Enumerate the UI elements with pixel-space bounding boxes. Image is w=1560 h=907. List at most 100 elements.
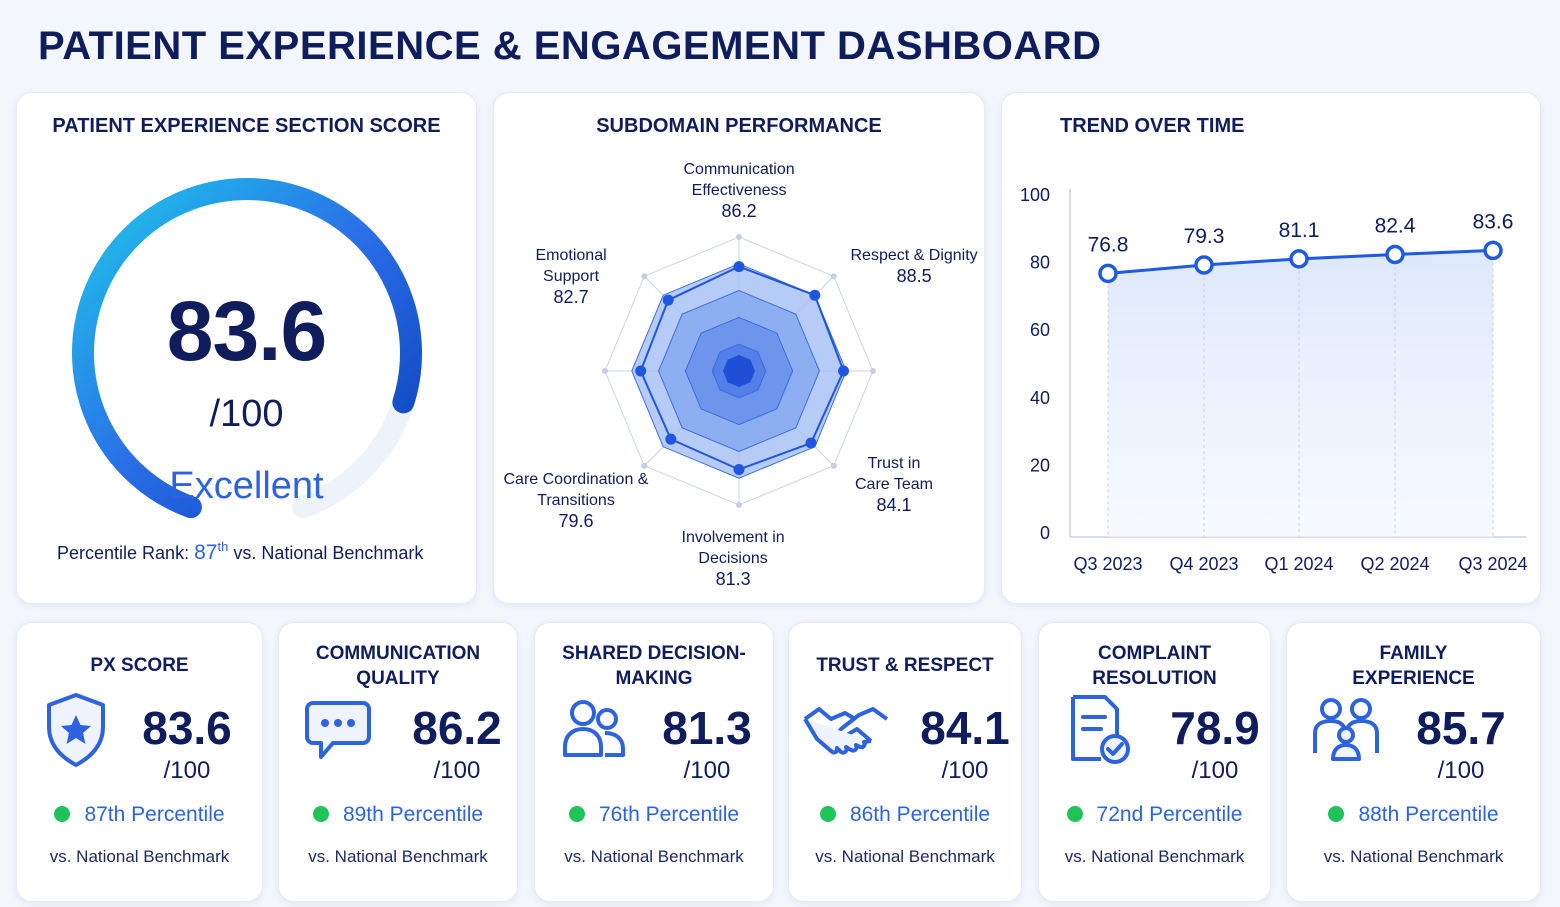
kpi-title: COMMUNICATION QUALITY [315, 643, 481, 689]
status-dot-icon [819, 806, 836, 822]
kpi-card-family-experience: FAMILY EXPERIENCE 85.7/100 88th Percentile v… [1286, 622, 1541, 902]
trend-y-tick-label: 100 [1020, 185, 1050, 205]
trend-point [1098, 263, 1118, 284]
kpi-percentile: 72nd Percentile [1039, 803, 1270, 827]
kpi-card-shared-decision-making: SHARED DECISION- MAKING 81.3/100 76th Perce… [534, 622, 774, 902]
score-gauge [72, 178, 422, 519]
section-score-value: 83.6 [166, 284, 328, 378]
radar-spoke-end [602, 368, 608, 374]
trend-point [1483, 240, 1503, 261]
radar-spoke-end [870, 368, 876, 374]
radar-value-label: 86.2 [721, 201, 757, 221]
page-title: PATIENT EXPERIENCE & ENGAGEMENT DASHBOAR… [38, 24, 1102, 68]
trend-y-tick-label: 20 [1030, 455, 1050, 475]
shield-star-icon [41, 689, 111, 769]
radar-data-point [662, 294, 674, 306]
kpi-title: COMPLAINT RESOLUTION [1092, 643, 1217, 689]
trend-card: TREND OVER TIME 0 20 40 60 80 100 76.8 Q3 2023 7… [1001, 92, 1541, 604]
trend-x-tick-label: Q3 2023 [1073, 554, 1142, 574]
subdomain-radar-chart [602, 234, 876, 508]
kpi-title: FAMILY EXPERIENCE [1352, 643, 1475, 689]
kpi-percentile: 89th Percentile [279, 803, 517, 827]
radar-data-point [635, 365, 647, 377]
trend-y-tick-label: 80 [1030, 253, 1050, 273]
status-dot-icon [568, 806, 585, 822]
kpi-denominator: /100 [941, 757, 989, 784]
section-score-card: PATIENT EXPERIENCE SECTION SCORE 83.6 /1… [16, 92, 477, 604]
trend-y-tick-label: 40 [1030, 388, 1050, 408]
radar-label-emotional-support: Emotional Support 82.7 [535, 247, 607, 307]
trend-area [1108, 250, 1493, 537]
trend-value-label: 83.6 [1473, 210, 1514, 233]
radar-spoke-end [830, 462, 837, 469]
kpi-percentile: 86th Percentile [789, 803, 1021, 827]
section-score-title: PATIENT EXPERIENCE SECTION SCORE [52, 115, 441, 137]
kpi-value: 84.1 [920, 702, 1010, 754]
kpi-title: PX SCORE [90, 655, 189, 676]
kpi-denominator: /100 [683, 757, 731, 784]
trend-value-label: 76.8 [1088, 233, 1129, 256]
kpi-value: 86.2 [412, 702, 502, 754]
kpi-title: TRUST & RESPECT [816, 655, 994, 676]
section-score-rating: Excellent [169, 465, 324, 507]
radar-data-point [805, 437, 817, 449]
kpi-percentile: 88th Percentile [1287, 803, 1540, 827]
trend-line-chart: 0 20 40 60 80 100 76.8 Q3 2023 79.3 Q4 2023 81.1 Q1… [1020, 185, 1528, 574]
radar-value-label: 82.7 [553, 287, 589, 307]
percentile-rank-benchmark: vs. National Benchmark [233, 543, 424, 563]
trend-y-tick-label: 60 [1030, 320, 1050, 340]
trend-point [1194, 255, 1214, 275]
trend-value-label: 81.1 [1279, 219, 1320, 242]
subdomain-title: SUBDOMAIN PERFORMANCE [596, 115, 882, 137]
radar-data-point [733, 463, 745, 475]
trend-x-tick-label: Q1 2024 [1264, 554, 1333, 574]
family-icon [1311, 689, 1381, 769]
trend-title: TREND OVER TIME [1060, 115, 1245, 137]
percentile-rank-value: 87th [194, 539, 229, 564]
radar-spoke-end [736, 502, 742, 508]
kpi-denominator: /100 [1191, 757, 1239, 784]
radar-value-label: 81.3 [715, 569, 751, 589]
status-dot-icon [54, 806, 71, 822]
kpi-denominator: /100 [433, 757, 481, 784]
trend-x-tick-label: Q2 2024 [1360, 554, 1429, 574]
kpi-card-px-score: PX SCORE 83.6/100 87th Percentile vs. Natio… [16, 622, 263, 902]
kpi-value: 85.7 [1416, 702, 1506, 754]
gauge-value-arc [72, 178, 422, 519]
kpi-card-trust-respect: TRUST & RESPECT 84.1/100 86th Percentile vs… [788, 622, 1022, 902]
kpi-value: 83.6 [142, 702, 232, 754]
radar-data-point [733, 261, 745, 273]
kpi-denominator: /100 [163, 757, 211, 784]
radar-spoke-end [641, 273, 648, 280]
percentile-rank: Percentile Rank: 87th vs. National Bench… [57, 539, 423, 565]
radar-label-respect: Respect & Dignity 88.5 [850, 247, 978, 286]
radar-data-point [809, 289, 821, 301]
status-dot-icon [1066, 806, 1083, 822]
radar-label-care-coordination: Care Coordination & Transitions 79.6 [503, 471, 649, 531]
radar-data-point [665, 433, 677, 445]
kpi-benchmark: vs. National Benchmark [49, 847, 230, 866]
kpi-benchmark: vs. National Benchmark [815, 847, 995, 866]
kpi-benchmark: vs. National Benchmark [564, 847, 744, 866]
kpi-card-communication-quality: COMMUNICATION QUALITY 86.2/100 89th Percent… [278, 622, 518, 902]
percentile-rank-label: Percentile Rank: [57, 543, 190, 563]
trend-value-label: 82.4 [1375, 214, 1416, 237]
radar-data-point [838, 365, 850, 377]
subdomain-card: SUBDOMAIN PERFORMANCE Communication Effec… [493, 92, 985, 604]
kpi-benchmark: vs. National Benchmark [1323, 847, 1504, 866]
status-dot-icon [312, 806, 329, 822]
kpi-benchmark: vs. National Benchmark [1064, 847, 1245, 866]
handshake-icon [801, 689, 891, 769]
kpi-benchmark: vs. National Benchmark [308, 847, 488, 866]
kpi-value: 78.9 [1170, 702, 1260, 754]
radar-spoke-end [830, 273, 837, 280]
radar-value-label: 88.5 [896, 266, 932, 286]
trend-point [1289, 249, 1309, 269]
radar-center [723, 355, 755, 387]
trend-point [1385, 244, 1405, 265]
trend-x-tick-label: Q3 2024 [1458, 554, 1527, 574]
radar-spoke-end [736, 234, 742, 240]
radar-spoke-end [641, 462, 648, 469]
kpi-title: SHARED DECISION- MAKING [562, 643, 746, 689]
trend-y-tick-label: 0 [1040, 523, 1050, 543]
